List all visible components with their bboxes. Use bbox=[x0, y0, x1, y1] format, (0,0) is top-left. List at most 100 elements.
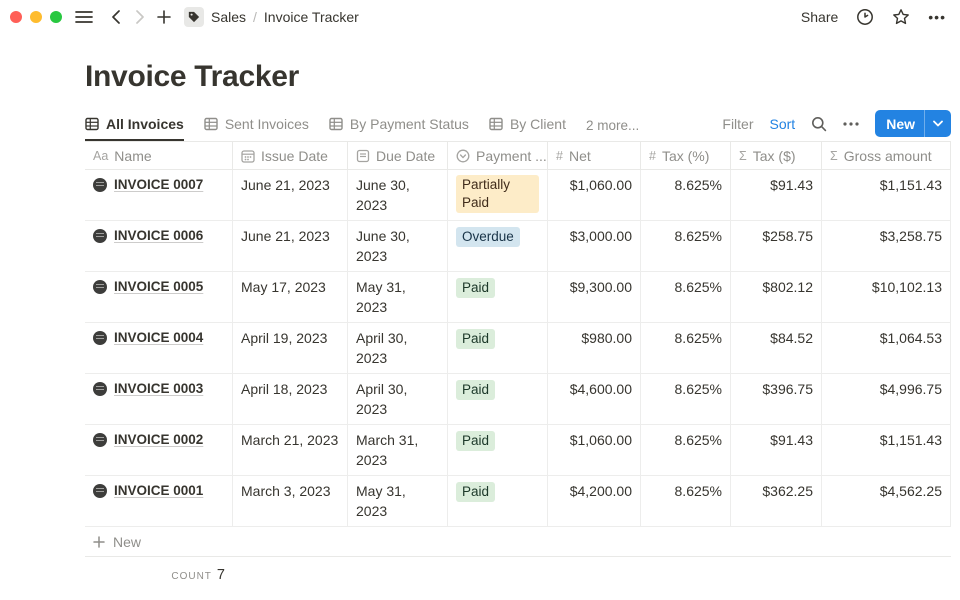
cell-issue-date[interactable]: March 3, 2023 bbox=[233, 476, 348, 526]
view-tab-by-payment-status[interactable]: By Payment Status bbox=[329, 109, 469, 141]
invoice-name-link[interactable]: INVOICE 0001 bbox=[114, 483, 204, 498]
minimize-window-button[interactable] bbox=[30, 11, 42, 23]
cell-gross[interactable]: $3,258.75 bbox=[822, 221, 951, 271]
cell-gross[interactable]: $4,562.25 bbox=[822, 476, 951, 526]
cell-net[interactable]: $9,300.00 bbox=[548, 272, 641, 322]
table-row[interactable]: INVOICE 0003 April 18, 2023 April 30, 20… bbox=[85, 374, 951, 425]
column-header-payment[interactable]: Payment ... bbox=[448, 142, 548, 169]
close-window-button[interactable] bbox=[10, 11, 22, 23]
cell-gross[interactable]: $1,151.43 bbox=[822, 170, 951, 220]
count-calculation[interactable]: COUNT 7 bbox=[85, 567, 233, 583]
cell-issue-date[interactable]: April 19, 2023 bbox=[233, 323, 348, 373]
cell-tax-pct[interactable]: 8.625% bbox=[641, 476, 731, 526]
view-tab-sent-invoices[interactable]: Sent Invoices bbox=[204, 109, 309, 141]
new-button-label[interactable]: New bbox=[886, 115, 915, 132]
column-header-issue-date[interactable]: Issue Date bbox=[233, 142, 348, 169]
new-button[interactable]: New bbox=[875, 110, 951, 137]
cell-name[interactable]: INVOICE 0004 bbox=[85, 323, 233, 373]
cell-tax-pct[interactable]: 8.625% bbox=[641, 221, 731, 271]
cell-due-date[interactable]: June 30, 2023 bbox=[348, 170, 448, 220]
search-icon[interactable] bbox=[811, 116, 827, 132]
cell-tax-usd[interactable]: $258.75 bbox=[731, 221, 822, 271]
cell-issue-date[interactable]: March 21, 2023 bbox=[233, 425, 348, 475]
cell-tax-pct[interactable]: 8.625% bbox=[641, 323, 731, 373]
invoice-name-link[interactable]: INVOICE 0003 bbox=[114, 381, 204, 396]
cell-payment-status[interactable]: Partially Paid bbox=[448, 170, 548, 220]
breadcrumb-workspace[interactable]: Sales bbox=[211, 9, 247, 25]
cell-due-date[interactable]: March 31, 2023 bbox=[348, 425, 448, 475]
table-row[interactable]: INVOICE 0006 June 21, 2023 June 30, 2023… bbox=[85, 221, 951, 272]
breadcrumb-page[interactable]: Invoice Tracker bbox=[263, 9, 359, 25]
cell-gross[interactable]: $10,102.13 bbox=[822, 272, 951, 322]
page-title[interactable]: Invoice Tracker bbox=[85, 60, 299, 93]
filter-button[interactable]: Filter bbox=[722, 115, 754, 132]
column-header-tax[interactable]: # Tax (%) bbox=[641, 142, 731, 169]
cell-net[interactable]: $1,060.00 bbox=[548, 170, 641, 220]
table-row[interactable]: INVOICE 0004 April 19, 2023 April 30, 20… bbox=[85, 323, 951, 374]
updates-clock-icon[interactable] bbox=[856, 8, 874, 26]
cell-payment-status[interactable]: Paid bbox=[448, 425, 548, 475]
cell-tax-pct[interactable]: 8.625% bbox=[641, 374, 731, 424]
more-views-button[interactable]: 2 more... bbox=[585, 118, 640, 133]
cell-gross[interactable]: $1,064.53 bbox=[822, 323, 951, 373]
forward-icon[interactable] bbox=[128, 5, 152, 29]
cell-gross[interactable]: $1,151.43 bbox=[822, 425, 951, 475]
back-icon[interactable] bbox=[104, 5, 128, 29]
cell-name[interactable]: INVOICE 0003 bbox=[85, 374, 233, 424]
cell-name[interactable]: INVOICE 0002 bbox=[85, 425, 233, 475]
cell-tax-usd[interactable]: $84.52 bbox=[731, 323, 822, 373]
cell-tax-usd[interactable]: $802.12 bbox=[731, 272, 822, 322]
new-button-chevron-down-icon[interactable] bbox=[925, 120, 951, 127]
column-header-net[interactable]: # Net bbox=[548, 142, 641, 169]
table-row[interactable]: INVOICE 0001 March 3, 2023 May 31, 2023 … bbox=[85, 476, 951, 527]
cell-due-date[interactable]: May 31, 2023 bbox=[348, 476, 448, 526]
cell-tax-usd[interactable]: $91.43 bbox=[731, 170, 822, 220]
table-row[interactable]: INVOICE 0007 June 21, 2023 June 30, 2023… bbox=[85, 170, 951, 221]
cell-due-date[interactable]: April 30, 2023 bbox=[348, 374, 448, 424]
cell-net[interactable]: $4,200.00 bbox=[548, 476, 641, 526]
invoice-name-link[interactable]: INVOICE 0004 bbox=[114, 330, 204, 345]
table-row[interactable]: INVOICE 0005 May 17, 2023 May 31, 2023 P… bbox=[85, 272, 951, 323]
cell-gross[interactable]: $4,996.75 bbox=[822, 374, 951, 424]
cell-due-date[interactable]: May 31, 2023 bbox=[348, 272, 448, 322]
cell-tax-pct[interactable]: 8.625% bbox=[641, 170, 731, 220]
cell-issue-date[interactable]: June 21, 2023 bbox=[233, 170, 348, 220]
cell-tax-usd[interactable]: $362.25 bbox=[731, 476, 822, 526]
zoom-window-button[interactable] bbox=[50, 11, 62, 23]
view-options-ellipsis-icon[interactable] bbox=[843, 121, 859, 126]
column-header-tax[interactable]: Σ Tax ($) bbox=[731, 142, 822, 169]
share-button[interactable]: Share bbox=[800, 9, 839, 25]
cell-due-date[interactable]: April 30, 2023 bbox=[348, 323, 448, 373]
invoice-name-link[interactable]: INVOICE 0005 bbox=[114, 279, 204, 294]
add-new-row-button[interactable]: New bbox=[85, 527, 951, 557]
cell-name[interactable]: INVOICE 0006 bbox=[85, 221, 233, 271]
column-header-name[interactable]: Aa Name bbox=[85, 142, 233, 169]
sidebar-toggle-icon[interactable] bbox=[72, 5, 96, 29]
cell-tax-pct[interactable]: 8.625% bbox=[641, 272, 731, 322]
cell-net[interactable]: $1,060.00 bbox=[548, 425, 641, 475]
view-tab-all-invoices[interactable]: All Invoices bbox=[85, 109, 184, 141]
favorite-star-icon[interactable] bbox=[892, 8, 910, 26]
cell-payment-status[interactable]: Paid bbox=[448, 272, 548, 322]
cell-payment-status[interactable]: Paid bbox=[448, 476, 548, 526]
cell-name[interactable]: INVOICE 0001 bbox=[85, 476, 233, 526]
cell-issue-date[interactable]: June 21, 2023 bbox=[233, 221, 348, 271]
cell-issue-date[interactable]: April 18, 2023 bbox=[233, 374, 348, 424]
cell-tax-pct[interactable]: 8.625% bbox=[641, 425, 731, 475]
cell-due-date[interactable]: June 30, 2023 bbox=[348, 221, 448, 271]
sort-button[interactable]: Sort bbox=[769, 115, 796, 132]
invoice-name-link[interactable]: INVOICE 0007 bbox=[114, 177, 204, 192]
column-header-due-date[interactable]: Due Date bbox=[348, 142, 448, 169]
cell-net[interactable]: $980.00 bbox=[548, 323, 641, 373]
invoice-name-link[interactable]: INVOICE 0006 bbox=[114, 228, 204, 243]
cell-net[interactable]: $3,000.00 bbox=[548, 221, 641, 271]
cell-issue-date[interactable]: May 17, 2023 bbox=[233, 272, 348, 322]
cell-net[interactable]: $4,600.00 bbox=[548, 374, 641, 424]
invoice-name-link[interactable]: INVOICE 0002 bbox=[114, 432, 204, 447]
cell-payment-status[interactable]: Overdue bbox=[448, 221, 548, 271]
cell-name[interactable]: INVOICE 0007 bbox=[85, 170, 233, 220]
cell-payment-status[interactable]: Paid bbox=[448, 374, 548, 424]
page-options-ellipsis-icon[interactable]: ••• bbox=[928, 9, 946, 25]
table-row[interactable]: INVOICE 0002 March 21, 2023 March 31, 20… bbox=[85, 425, 951, 476]
cell-tax-usd[interactable]: $396.75 bbox=[731, 374, 822, 424]
